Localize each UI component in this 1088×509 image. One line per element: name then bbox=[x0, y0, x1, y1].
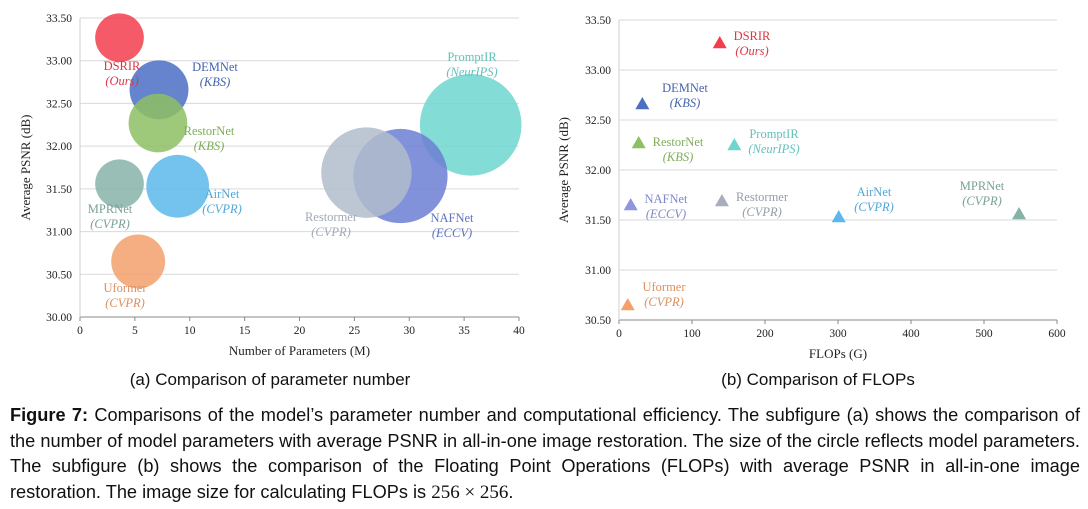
bubble-uformer bbox=[111, 234, 166, 289]
point-venue-restormer: (CVPR) bbox=[742, 205, 782, 219]
triangle-marker-mprnet bbox=[1012, 207, 1027, 220]
point-venue-demnet: (KBS) bbox=[200, 75, 231, 89]
x-tick-label: 5 bbox=[132, 325, 138, 337]
bubble-restormer bbox=[321, 127, 412, 218]
point-venue-uformer: (CVPR) bbox=[105, 296, 145, 310]
x-tick-label: 30 bbox=[404, 325, 416, 337]
point-venue-nafnet: (ECCV) bbox=[432, 226, 472, 240]
y-tick-label: 33.50 bbox=[46, 13, 72, 25]
triangle-marker-restornet bbox=[631, 136, 646, 149]
point-label-restormer: Restormer bbox=[736, 190, 789, 204]
x-tick-label: 400 bbox=[902, 328, 920, 340]
bubble-airnet bbox=[146, 154, 210, 218]
subcaption-b: (b) Comparison of FLOPs bbox=[721, 370, 915, 389]
point-venue-demnet: (KBS) bbox=[670, 96, 701, 110]
x-axis-label: Number of Parameters (M) bbox=[229, 343, 370, 358]
triangle-marker-demnet bbox=[635, 97, 650, 110]
point-venue-promptir: (NeurIPS) bbox=[446, 65, 497, 79]
point-label-uformer: Uformer bbox=[103, 281, 147, 295]
point-label-restornet: RestorNet bbox=[184, 124, 235, 138]
point-label-airnet: AirNet bbox=[857, 185, 892, 199]
y-tick-label: 30.00 bbox=[46, 312, 72, 324]
point-venue-restornet: (KBS) bbox=[194, 139, 225, 153]
point-venue-mprnet: (CVPR) bbox=[962, 194, 1002, 208]
y-tick-label: 33.00 bbox=[46, 56, 72, 68]
y-tick-label: 32.00 bbox=[585, 165, 611, 177]
caption-end: . bbox=[508, 481, 514, 502]
triangle-marker-uformer bbox=[620, 298, 635, 311]
x-tick-label: 100 bbox=[683, 328, 701, 340]
point-venue-dsrir: (Ours) bbox=[105, 74, 138, 88]
triangle-marker-promptir bbox=[727, 138, 742, 151]
point-label-dsrir: DSRIR bbox=[734, 29, 771, 43]
x-tick-label: 0 bbox=[77, 325, 83, 337]
triangle-marker-dsrir bbox=[712, 36, 727, 49]
x-tick-label: 300 bbox=[829, 328, 847, 340]
y-axis-label: Average PSNR (dB) bbox=[556, 117, 571, 223]
point-venue-restormer: (CVPR) bbox=[311, 225, 351, 239]
x-axis-label: FLOPs (G) bbox=[809, 346, 867, 361]
point-label-promptir: PromptIR bbox=[447, 50, 497, 64]
point-venue-airnet: (CVPR) bbox=[202, 202, 242, 216]
chart-panel-b: 30.50 31.00 31.50 32.00 32.50 33.00 33.50 0 100 2… bbox=[548, 0, 1088, 398]
y-tick-label: 31.50 bbox=[46, 184, 72, 196]
caption-math: 256 × 256 bbox=[431, 481, 509, 503]
chart-panel-a: 30.00 30.50 31.00 31.50 32.00 32.50 33.00 33.50… bbox=[0, 0, 540, 398]
x-tick-label: 600 bbox=[1048, 328, 1066, 340]
y-tick-label: 33.00 bbox=[585, 65, 611, 77]
x-tick-label: 10 bbox=[184, 325, 196, 337]
y-tick-label: 33.50 bbox=[585, 15, 611, 27]
point-venue-mprnet: (CVPR) bbox=[90, 217, 130, 231]
chart-b-svg: 30.50 31.00 31.50 32.00 32.50 33.00 33.50 0 100 2… bbox=[556, 15, 1066, 361]
x-tick-label: 500 bbox=[975, 328, 993, 340]
x-tick-label: 40 bbox=[513, 325, 525, 337]
subcaption-a: (a) Comparison of parameter number bbox=[129, 370, 411, 389]
x-tick-label: 35 bbox=[458, 325, 470, 337]
triangle-marker-airnet bbox=[831, 210, 846, 223]
triangle-marker-nafnet bbox=[623, 198, 638, 211]
point-label-restormer: Restormer bbox=[305, 210, 358, 224]
point-label-demnet: DEMNet bbox=[662, 81, 708, 95]
y-tick-label: 30.50 bbox=[585, 315, 611, 327]
y-axis-label: Average PSNR (dB) bbox=[18, 115, 33, 221]
point-label-nafnet: NAFNet bbox=[430, 211, 474, 225]
point-label-dsrir: DSRIR bbox=[104, 59, 141, 73]
point-venue-uformer: (CVPR) bbox=[644, 295, 684, 309]
point-label-mprnet: MPRNet bbox=[88, 202, 133, 216]
x-tick-label: 20 bbox=[294, 325, 306, 337]
y-tick-label: 32.50 bbox=[585, 115, 611, 127]
y-tick-label: 31.00 bbox=[46, 227, 72, 239]
x-tick-label: 25 bbox=[349, 325, 361, 337]
point-label-demnet: DEMNet bbox=[192, 60, 238, 74]
x-tick-label: 15 bbox=[239, 325, 251, 337]
point-label-promptir: PromptIR bbox=[749, 127, 799, 141]
figure-caption: Figure 7: Comparisons of the model’s par… bbox=[10, 403, 1080, 505]
y-tick-label: 32.00 bbox=[46, 141, 72, 153]
caption-label: Figure 7: bbox=[10, 405, 89, 425]
chart-a-svg: 30.00 30.50 31.00 31.50 32.00 32.50 33.00 33.50… bbox=[18, 13, 525, 358]
x-tick-label: 0 bbox=[616, 328, 622, 340]
y-tick-label: 31.50 bbox=[585, 215, 611, 227]
triangle-marker-restormer bbox=[714, 194, 729, 207]
point-label-uformer: Uformer bbox=[642, 280, 686, 294]
point-venue-promptir: (NeurIPS) bbox=[748, 142, 799, 156]
point-venue-restornet: (KBS) bbox=[663, 150, 694, 164]
bubble-mprnet bbox=[95, 159, 144, 209]
point-label-nafnet: NAFNet bbox=[644, 192, 688, 206]
point-venue-airnet: (CVPR) bbox=[854, 200, 894, 214]
y-tick-label: 30.50 bbox=[46, 269, 72, 281]
x-tick-label: 200 bbox=[756, 328, 774, 340]
point-venue-dsrir: (Ours) bbox=[735, 44, 768, 58]
point-label-restornet: RestorNet bbox=[653, 135, 704, 149]
bubble-promptir bbox=[419, 74, 522, 176]
point-label-mprnet: MPRNet bbox=[960, 179, 1005, 193]
bubble-restornet bbox=[128, 93, 188, 153]
point-venue-nafnet: (ECCV) bbox=[646, 207, 686, 221]
bubble-dsrir bbox=[95, 13, 144, 62]
caption-text: Comparisons of the model’s parameter num… bbox=[10, 405, 1080, 502]
y-tick-label: 31.00 bbox=[585, 265, 611, 277]
y-tick-label: 32.50 bbox=[46, 98, 72, 110]
point-label-airnet: AirNet bbox=[205, 187, 240, 201]
